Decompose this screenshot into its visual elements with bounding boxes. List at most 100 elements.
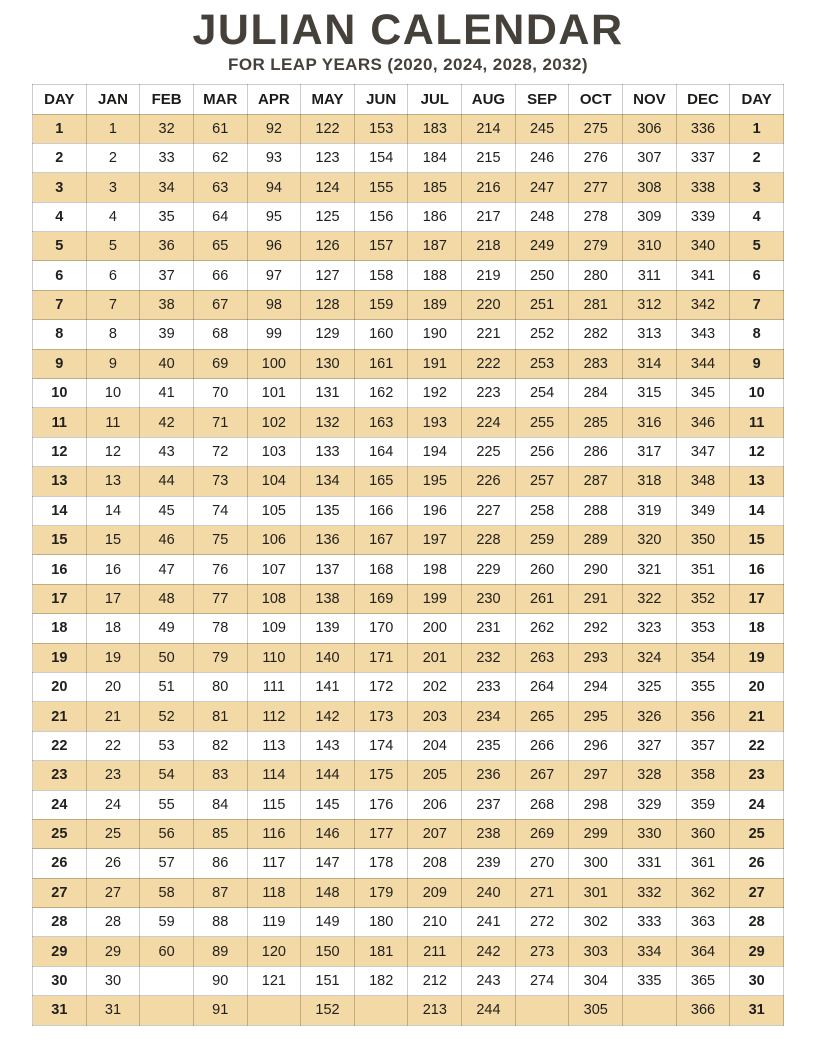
julian-value-cell: 195 <box>407 466 463 497</box>
julian-value-cell: 238 <box>461 818 516 850</box>
table-row: 25 25 56 85 116 146 177 207 238 269 299 330 360 25 <box>32 818 784 850</box>
table-row: 19 19 50 79 110 140 171 201 232 263 293 324 354 19 <box>32 642 784 673</box>
julian-value-cell: 318 <box>622 466 677 497</box>
julian-value-cell: 232 <box>461 642 516 673</box>
day-cell: 23 <box>32 760 87 791</box>
julian-value-cell: 65 <box>192 231 248 262</box>
day-cell: 5 <box>729 231 784 262</box>
julian-value-cell: 278 <box>568 201 624 233</box>
julian-value-cell: 207 <box>407 818 463 850</box>
julian-value-cell: 165 <box>353 466 409 497</box>
julian-value-cell: 260 <box>514 554 570 585</box>
julian-value-cell: 144 <box>300 760 355 791</box>
julian-value-cell: 312 <box>622 289 677 321</box>
julian-value-cell: 280 <box>568 260 624 291</box>
julian-value-cell: 244 <box>461 995 516 1026</box>
julian-value-cell: 43 <box>139 436 194 468</box>
julian-value-cell: 320 <box>622 524 677 556</box>
julian-value-cell: 346 <box>675 407 731 438</box>
table-row: 9 9 40 69 100 130 161 191 222 253 283 314 344 9 <box>32 348 784 380</box>
day-cell: 30 <box>32 965 87 997</box>
julian-value-cell: 75 <box>192 524 248 556</box>
column-header-month: MAR <box>192 84 248 115</box>
julian-value-cell: 217 <box>461 201 516 233</box>
julian-value-cell: 316 <box>622 407 677 438</box>
julian-value-cell <box>139 965 194 997</box>
page-title: JULIAN CALENDAR <box>192 6 624 54</box>
julian-value-cell: 105 <box>246 495 302 527</box>
julian-value-cell: 162 <box>353 378 409 409</box>
table-row: 26 26 57 86 117 147 178 208 239 270 300 331 361 26 <box>32 848 784 879</box>
julian-value-cell: 190 <box>407 319 463 350</box>
julian-value-cell: 130 <box>300 348 355 380</box>
day-cell: 17 <box>729 583 784 615</box>
day-cell: 8 <box>729 319 784 350</box>
julian-value-cell: 214 <box>461 113 516 144</box>
julian-value-cell: 4 <box>85 201 141 233</box>
julian-value-cell: 88 <box>192 907 248 938</box>
julian-value-cell: 274 <box>514 965 570 997</box>
day-cell: 13 <box>32 466 87 497</box>
julian-value-cell: 248 <box>514 201 570 233</box>
julian-value-cell: 53 <box>139 730 194 762</box>
julian-value-cell: 257 <box>514 466 570 497</box>
day-cell: 7 <box>32 289 87 321</box>
julian-value-cell: 143 <box>300 730 355 762</box>
day-cell: 19 <box>32 642 87 673</box>
julian-value-cell: 56 <box>139 818 194 850</box>
julian-value-cell: 277 <box>568 172 624 203</box>
table-row: 2 2 33 62 93 123 154 184 215 246 276 307 337 2 <box>32 142 784 174</box>
julian-value-cell: 327 <box>622 730 677 762</box>
julian-value-cell: 64 <box>192 201 248 233</box>
table-row: 1 1 32 61 92 122 153 183 214 245 275 306 336 1 <box>32 113 784 144</box>
julian-value-cell: 237 <box>461 789 516 820</box>
julian-value-cell: 252 <box>514 319 570 350</box>
julian-value-cell: 70 <box>192 378 248 409</box>
julian-value-cell: 266 <box>514 730 570 762</box>
julian-value-cell: 350 <box>675 524 731 556</box>
julian-value-cell: 295 <box>568 701 624 732</box>
julian-value-cell: 21 <box>85 701 141 732</box>
julian-value-cell: 310 <box>622 231 677 262</box>
julian-value-cell: 49 <box>139 613 194 644</box>
julian-value-cell: 204 <box>407 730 463 762</box>
julian-value-cell: 107 <box>246 554 302 585</box>
table-header: DAY JAN FEB MAR APR MAY JUN JUL AUG SEP OCT NOV DEC D… <box>32 84 784 115</box>
julian-value-cell: 215 <box>461 142 516 174</box>
julian-value-cell: 223 <box>461 378 516 409</box>
julian-value-cell: 255 <box>514 407 570 438</box>
julian-value-cell: 335 <box>622 965 677 997</box>
julian-value-cell: 122 <box>300 113 355 144</box>
julian-value-cell: 135 <box>300 495 355 527</box>
julian-value-cell: 246 <box>514 142 570 174</box>
julian-value-cell: 325 <box>622 671 677 703</box>
table-body: 1 1 32 61 92 122 153 183 214 245 275 306 336 1 2 2 33 62 9… <box>32 113 784 1026</box>
julian-value-cell: 279 <box>568 231 624 262</box>
day-cell: 2 <box>729 142 784 174</box>
julian-value-cell: 363 <box>675 907 731 938</box>
julian-value-cell: 1 <box>85 113 141 144</box>
julian-value-cell: 351 <box>675 554 731 585</box>
julian-value-cell: 329 <box>622 789 677 820</box>
julian-value-cell: 137 <box>300 554 355 585</box>
julian-value-cell: 51 <box>139 671 194 703</box>
julian-value-cell: 282 <box>568 319 624 350</box>
julian-value-cell: 10 <box>85 378 141 409</box>
julian-value-cell: 27 <box>85 877 141 909</box>
julian-value-cell: 94 <box>246 172 302 203</box>
julian-value-cell: 180 <box>353 907 409 938</box>
julian-value-cell: 150 <box>300 936 355 967</box>
day-cell: 31 <box>729 995 784 1026</box>
julian-value-cell: 145 <box>300 789 355 820</box>
julian-value-cell: 233 <box>461 671 516 703</box>
julian-value-cell: 178 <box>353 848 409 879</box>
day-cell: 24 <box>32 789 87 820</box>
julian-value-cell: 2 <box>85 142 141 174</box>
day-cell: 31 <box>32 995 87 1026</box>
day-cell: 6 <box>32 260 87 291</box>
julian-value-cell: 298 <box>568 789 624 820</box>
julian-value-cell: 82 <box>192 730 248 762</box>
julian-value-cell: 349 <box>675 495 731 527</box>
julian-value-cell: 110 <box>246 642 302 673</box>
julian-value-cell: 270 <box>514 848 570 879</box>
